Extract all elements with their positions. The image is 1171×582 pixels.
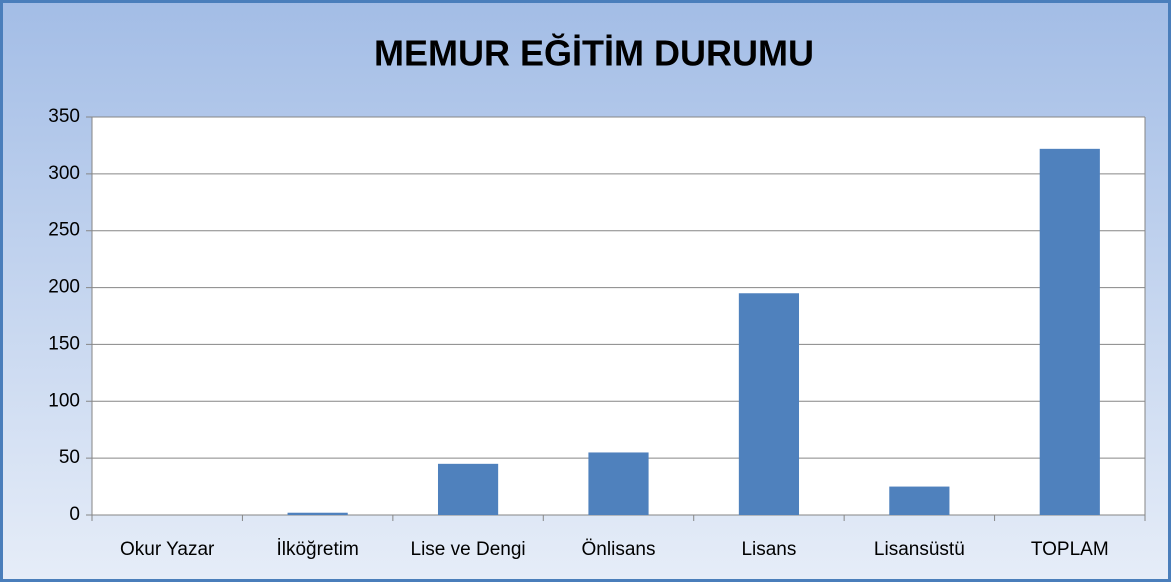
bar — [889, 486, 950, 515]
y-tick-label: 200 — [48, 277, 80, 298]
x-tick-label: Lise ve Dengi — [411, 539, 526, 560]
bar — [287, 512, 348, 515]
y-tick-label: 300 — [48, 163, 80, 184]
bar — [437, 463, 499, 515]
y-tick-label: 150 — [48, 333, 80, 354]
x-tick-label: TOPLAM — [1031, 539, 1109, 560]
bar — [738, 293, 800, 515]
x-tick-label: İlköğretim — [276, 539, 358, 560]
y-tick-label: 100 — [48, 390, 80, 411]
bar — [1039, 148, 1100, 515]
x-tick-label: Lisans — [741, 539, 796, 560]
y-tick-label: 0 — [69, 504, 80, 525]
x-tick-label: Lisansüstü — [874, 539, 965, 560]
chart-title: MEMUR EĞİTİM DURUMU — [374, 33, 814, 74]
x-tick-label: Okur Yazar — [120, 539, 215, 560]
x-tick-label: Önlisans — [582, 539, 656, 560]
y-tick-label: 350 — [48, 106, 80, 127]
y-tick-label: 50 — [59, 447, 80, 468]
y-tick-label: 250 — [48, 220, 80, 241]
bar — [588, 452, 649, 515]
plot-area — [92, 117, 1145, 515]
